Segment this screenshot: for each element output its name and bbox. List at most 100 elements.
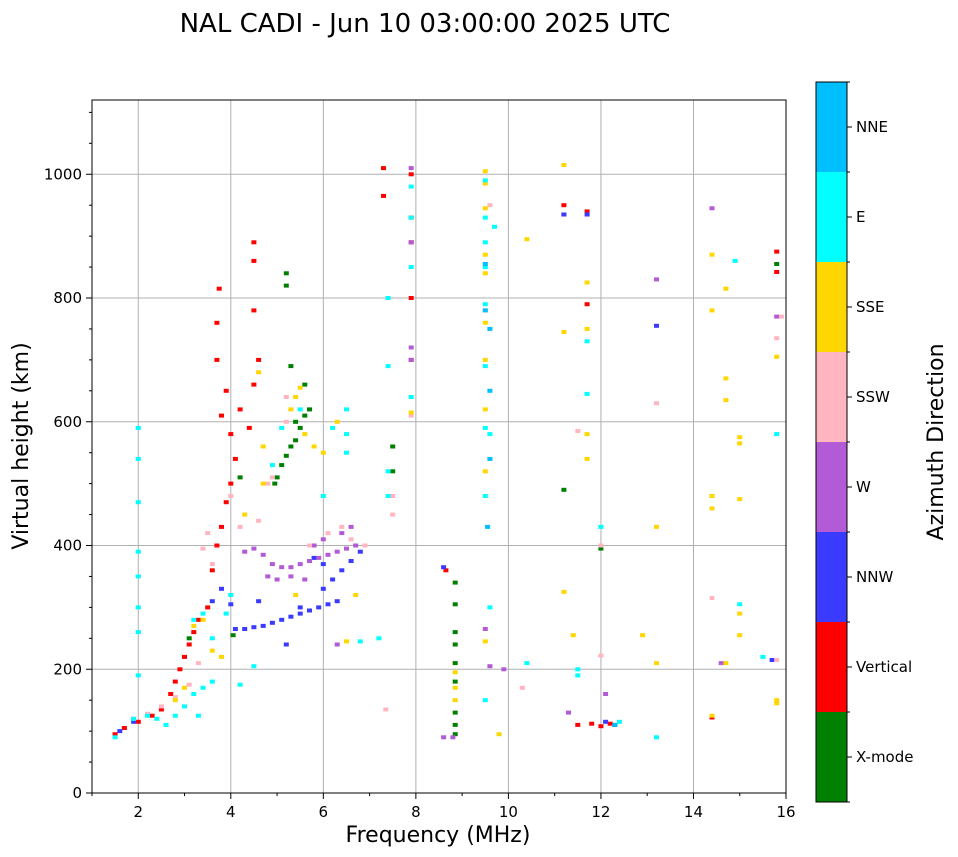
data-point — [385, 469, 391, 474]
colorbar-segment — [816, 442, 847, 532]
y-tick-label: 800 — [53, 289, 82, 307]
data-point — [487, 605, 493, 610]
data-point — [297, 562, 303, 567]
data-point — [228, 602, 234, 607]
data-point — [293, 419, 299, 424]
data-point — [452, 732, 458, 737]
data-point — [760, 654, 766, 659]
data-point — [654, 735, 659, 740]
data-point — [297, 385, 303, 390]
data-point — [283, 271, 289, 276]
data-point — [452, 602, 458, 607]
data-point — [344, 546, 349, 551]
data-point — [452, 580, 458, 585]
data-point — [288, 407, 294, 412]
data-point — [311, 444, 317, 449]
data-point — [232, 627, 238, 631]
data-point — [774, 249, 780, 254]
data-point — [228, 494, 234, 498]
data-point — [242, 549, 248, 554]
data-point — [172, 698, 178, 703]
data-point — [709, 308, 715, 313]
data-point — [408, 410, 414, 415]
data-point — [482, 252, 488, 257]
data-point — [269, 620, 275, 625]
data-point — [452, 679, 458, 684]
data-point — [353, 543, 359, 548]
data-point — [283, 395, 289, 399]
data-point — [274, 475, 280, 480]
data-point — [709, 206, 715, 211]
data-point — [778, 314, 784, 319]
colorbar: X-mode Vertical NNW W SSW SSE E NNE — [815, 81, 913, 803]
data-point — [654, 277, 659, 282]
data-point — [575, 673, 581, 678]
data-point — [288, 364, 294, 369]
data-point — [737, 441, 743, 446]
data-point — [737, 602, 743, 607]
data-point — [709, 252, 715, 257]
data-point — [209, 648, 215, 653]
data-point — [482, 271, 488, 276]
data-point — [279, 463, 285, 468]
data-point — [452, 670, 458, 675]
data-point — [482, 698, 488, 703]
data-point — [723, 286, 729, 291]
data-point — [330, 425, 336, 430]
data-point — [376, 636, 382, 641]
data-point — [325, 602, 331, 607]
data-point — [274, 577, 280, 582]
data-point — [570, 633, 576, 638]
data-point — [325, 552, 331, 557]
data-point — [408, 215, 414, 220]
data-point — [487, 326, 493, 331]
colorbar-tick-label: NNE — [856, 118, 888, 136]
data-point — [339, 524, 345, 529]
data-point — [584, 209, 590, 214]
data-point — [737, 435, 743, 440]
data-point — [561, 487, 567, 492]
data-point — [256, 357, 262, 362]
data-point — [307, 559, 312, 563]
data-point — [640, 633, 646, 638]
data-point — [251, 382, 257, 387]
data-point — [561, 163, 567, 167]
data-point — [283, 419, 289, 424]
x-tick-label: 10 — [499, 803, 518, 821]
data-point — [302, 577, 308, 582]
data-point — [769, 658, 775, 662]
colorbar-tick-label: SSE — [856, 298, 885, 316]
data-point — [452, 642, 458, 647]
data-point — [737, 497, 743, 502]
data-point — [135, 574, 141, 579]
data-point — [482, 215, 488, 220]
data-point — [774, 698, 780, 703]
data-point — [450, 735, 456, 740]
data-point — [408, 172, 414, 177]
colorbar-tick-label: X-mode — [856, 748, 913, 766]
data-point — [566, 710, 571, 715]
data-point — [334, 599, 340, 604]
data-point — [390, 494, 396, 498]
data-point — [163, 722, 169, 727]
data-point — [228, 593, 234, 597]
data-point — [172, 713, 178, 718]
data-point — [524, 661, 530, 666]
data-point — [182, 685, 187, 690]
data-point — [117, 729, 123, 734]
data-point — [485, 524, 491, 529]
data-point — [219, 586, 224, 591]
data-point — [482, 494, 488, 498]
data-point — [288, 574, 294, 579]
data-point — [325, 531, 331, 536]
data-point — [709, 596, 715, 601]
data-point — [279, 617, 285, 622]
data-point — [482, 181, 488, 186]
data-point — [195, 713, 201, 718]
data-point — [584, 391, 590, 396]
data-point — [487, 432, 493, 437]
data-point — [487, 203, 493, 208]
colorbar-tick-label: Vertical — [856, 658, 912, 676]
data-point — [348, 524, 354, 529]
plot-frame — [91, 99, 787, 794]
